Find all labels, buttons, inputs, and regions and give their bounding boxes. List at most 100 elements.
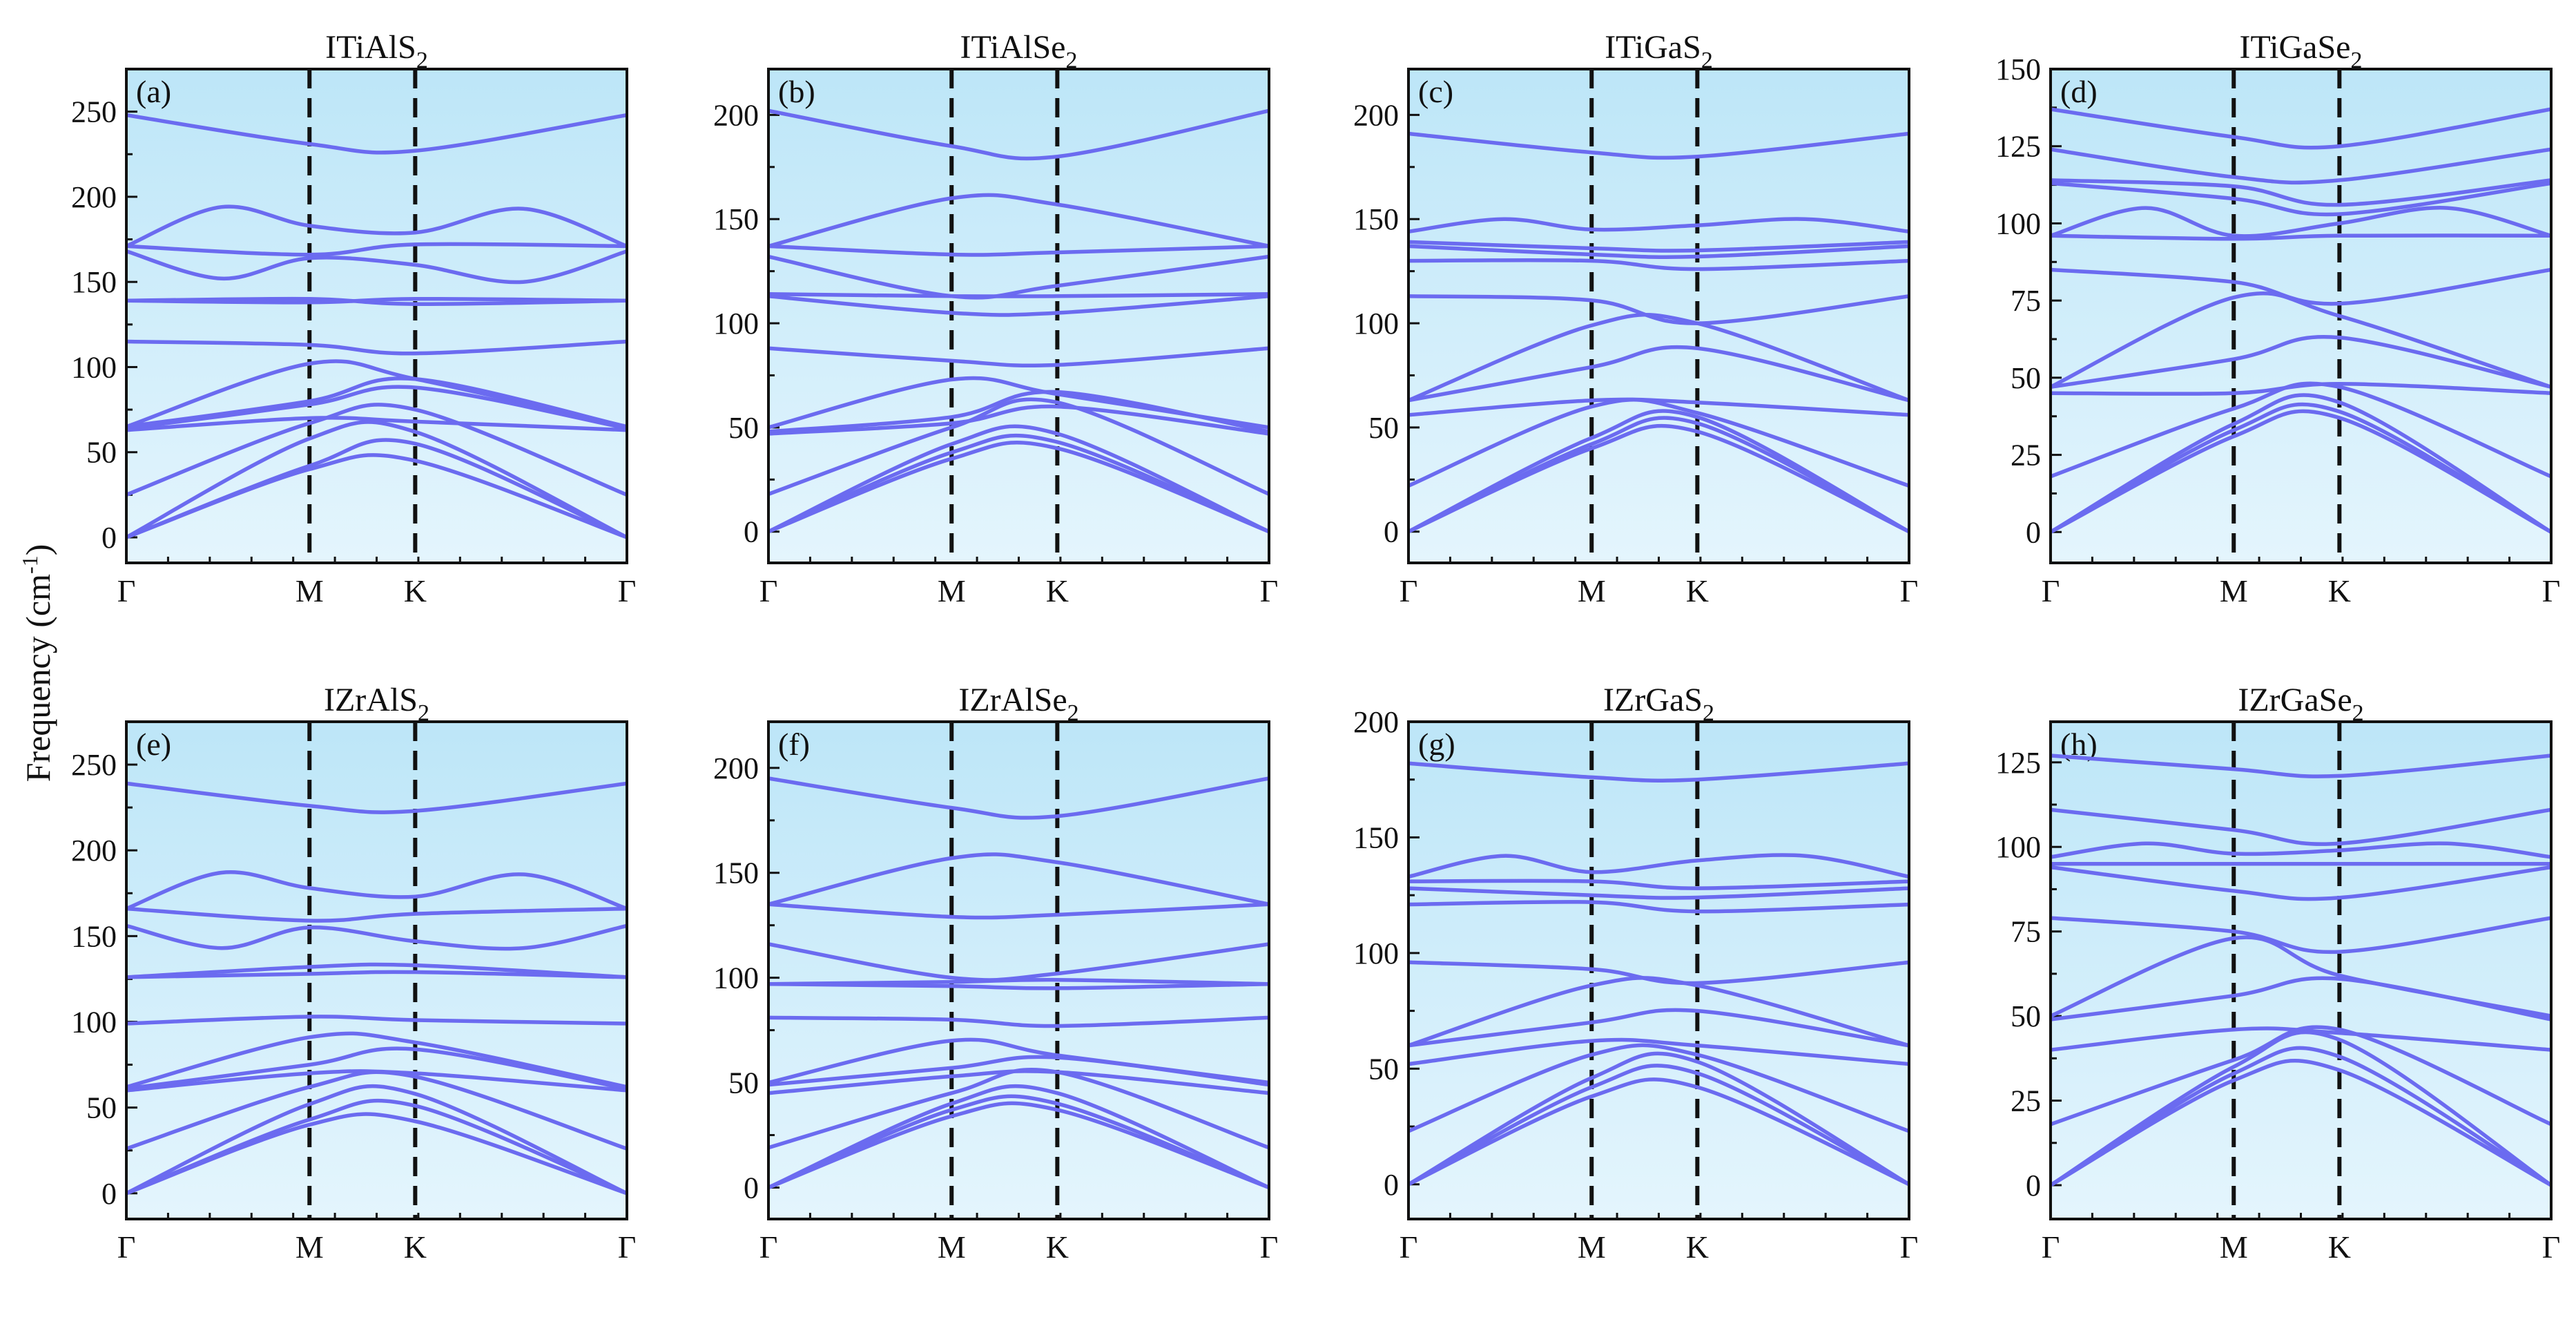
y-tick-label: 200 [713, 751, 759, 785]
phonon-branch-ac1 [126, 1084, 627, 1196]
phonon-branch-opt6 [126, 970, 627, 979]
phonon-branch-mid1 [126, 359, 627, 429]
panel-label: (b) [778, 74, 815, 109]
x-tick-label: K [1686, 573, 1709, 608]
y-tick-label: 25 [2011, 1084, 2041, 1118]
panel-c: ITiGaS2 (c) 0 50 100 150 200 Γ M K Γ [1353, 29, 1918, 608]
x-tick-label: Γ [117, 1229, 136, 1265]
phonon-branch-ac1 [768, 1084, 1269, 1189]
y-tick-label: 75 [2011, 284, 2041, 318]
y-tick-label: 100 [713, 307, 759, 340]
y-tick-label: 200 [1353, 98, 1399, 132]
phonon-branch-opt3 [1408, 879, 1909, 890]
phonon-branches [2051, 107, 2551, 534]
panel-title: IZrGaSe2 [2238, 682, 2363, 726]
x-tick-label: Γ [1900, 1229, 1919, 1265]
phonon-branch-ac3 [126, 453, 627, 539]
phonon-branch-opt4 [1408, 244, 1909, 259]
x-tick-label: Γ [618, 1229, 637, 1265]
phonon-branch-ac2 [768, 433, 1269, 534]
phonon-branch-opt2 [768, 193, 1269, 249]
phonon-branch-mid2 [1408, 1008, 1909, 1048]
y-tick-label: 200 [71, 180, 117, 214]
y-tick-label: 125 [1995, 746, 2041, 780]
phonon-branch-opt6 [768, 294, 1269, 317]
phonon-branch-ac3 [1408, 423, 1909, 534]
panel-b: ITiAlSe2 (b) 0 50 100 150 200 Γ M K Γ [713, 29, 1278, 608]
phonon-branch-opt1 [126, 113, 627, 155]
x-tick-label: Γ [1260, 573, 1279, 608]
y-tick-label: 100 [1353, 307, 1399, 340]
phonon-branch-mid1 [1408, 976, 1909, 1048]
plot-background [768, 722, 1269, 1219]
phonon-branch-opt5 [126, 962, 627, 979]
x-tick-label: Γ [1900, 573, 1919, 608]
phonon-branch-opt6 [126, 296, 627, 306]
phonon-branches [2051, 754, 2551, 1187]
plot-frame [125, 720, 628, 1220]
phonon-branch-opt6 [768, 981, 1269, 990]
phonon-branch-mid5 [126, 403, 627, 497]
x-tick-label: Γ [1400, 573, 1418, 608]
y-tick-label: 250 [71, 95, 117, 129]
x-tick-label: M [1578, 1229, 1606, 1265]
phonon-branch-mid3 [2051, 1026, 2551, 1052]
phonon-branch-ac2 [2051, 1046, 2551, 1187]
phonon-branch-opt1 [1408, 761, 1909, 783]
y-tick-label: 150 [1353, 821, 1399, 854]
phonon-branch-mid1 [1408, 313, 1909, 403]
phonon-branch-mid2 [768, 1055, 1269, 1087]
phonon-branch-mid1 [2051, 291, 2551, 389]
x-tick-label: K [2328, 573, 2351, 608]
plot-background [2051, 722, 2551, 1219]
phonon-branch-mid3 [768, 404, 1269, 436]
y-tick-label: 50 [2011, 999, 2041, 1033]
panel-label: (a) [136, 74, 171, 109]
phonon-branch-mid4 [2051, 381, 2551, 479]
y-tick-label: 0 [1384, 515, 1399, 549]
phonon-branch-ac3 [126, 1112, 627, 1196]
phonon-branch-ac3 [1408, 1077, 1909, 1187]
y-tick-label: 150 [71, 265, 117, 299]
y-tick-label: 50 [86, 1091, 117, 1125]
panel-title: ITiAlSe2 [960, 29, 1078, 73]
phonon-branch-mid2 [126, 1046, 627, 1091]
phonon-branch-opt4 [126, 249, 627, 285]
phonon-branch-opt4 [2051, 181, 2551, 217]
y-tick-label: 0 [101, 521, 117, 555]
panel-f: IZrAlSe2 (f) 0 50 100 150 200 Γ M K Γ [713, 682, 1278, 1265]
phonon-branch-opt6 [2051, 233, 2551, 241]
x-tick-label: Γ [618, 573, 637, 608]
phonon-branch-opt3 [768, 902, 1269, 920]
phonon-branch-mid3 [1408, 1037, 1909, 1066]
y-tick-label: 150 [713, 202, 759, 236]
phonon-branch-mid4 [126, 416, 627, 432]
phonon-branch-ac1 [2051, 1030, 2551, 1187]
phonon-branch-mid1 [126, 1031, 627, 1089]
x-tick-label: M [938, 1229, 966, 1265]
phonon-branches [768, 776, 1269, 1189]
phonon-branch-opt3 [126, 242, 627, 257]
x-tick-label: M [2220, 573, 2248, 608]
plot-frame [1407, 68, 1910, 564]
phonon-branch-mid2 [2051, 335, 2551, 390]
phonon-branch-opt5 [1408, 258, 1909, 271]
y-axis-label: Frequency (cm-1) [17, 544, 57, 783]
phonon-branch-ac1 [1408, 409, 1909, 534]
x-tick-label: M [296, 573, 324, 608]
phonon-branch-ac2 [768, 1094, 1269, 1189]
phonon-branch-opt1 [2051, 107, 2551, 150]
y-tick-label: 200 [71, 834, 117, 867]
phonon-branch-opt5 [768, 292, 1269, 298]
panel-title: ITiGaSe2 [2240, 29, 2363, 73]
phonon-branch-ac2 [1408, 1064, 1909, 1187]
phonon-branch-opt1 [2051, 754, 2551, 778]
phonon-branch-opt1 [768, 776, 1269, 820]
phonon-branch-mid3 [126, 385, 627, 430]
panel-title: IZrAlSe2 [958, 682, 1078, 726]
y-tick-label: 150 [71, 919, 117, 953]
phonon-branch-mid4 [768, 1067, 1269, 1150]
phonon-branch-ac3 [768, 441, 1269, 534]
